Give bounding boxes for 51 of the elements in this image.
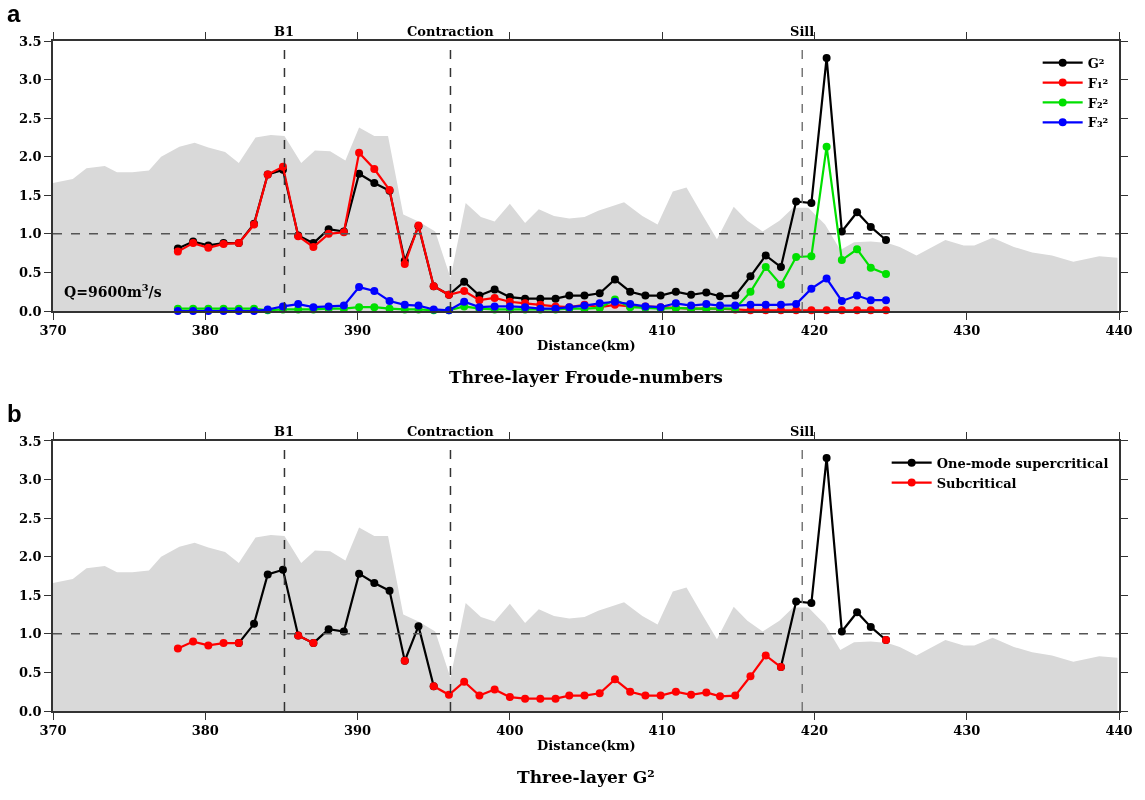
x-tick-label: 370: [39, 723, 67, 739]
ref-line-label: Contraction: [407, 24, 495, 39]
y-tick-label: 0.5: [19, 264, 42, 280]
legend-label: F₂²: [1087, 95, 1109, 111]
y-tick-label: 0.0: [19, 303, 42, 319]
x-axis-title: Distance(km): [537, 338, 636, 353]
ref-line-label: B1: [274, 24, 295, 39]
text: Three-layer Froude-numbers: [449, 367, 723, 387]
x-tick-label: 410: [648, 323, 676, 339]
x-tick-label: 440: [1105, 723, 1133, 739]
y-tick-label: 3.0: [19, 472, 42, 488]
x-tick-label: 390: [344, 323, 372, 339]
x-axis-title: Distance(km): [537, 738, 636, 753]
y-tick-label: 2.0: [19, 149, 42, 165]
y-tick-label: 3.0: [19, 72, 42, 88]
y-tick-label: 1.5: [19, 587, 42, 603]
annotation: Q=9600m$^{3}$/s: [64, 282, 162, 300]
y-tick-label: 2.5: [19, 510, 42, 526]
ref-line-label: Contraction: [407, 424, 495, 439]
x-tick-label: 430: [953, 723, 981, 739]
y-tick-label: 1.0: [19, 226, 42, 242]
legend-label: F₃²: [1087, 115, 1109, 131]
y-tick-label: 3.5: [19, 33, 42, 49]
x-tick-label: 430: [953, 323, 981, 339]
x-tick-label: 380: [191, 323, 219, 339]
x-tick-label: 440: [1105, 323, 1133, 339]
legend-label: G²: [1087, 55, 1105, 71]
ref-line-label: B1: [274, 424, 295, 439]
x-tick-label: 420: [800, 323, 828, 339]
text: Three-layer G²: [517, 767, 655, 787]
y-tick-label: 0.0: [19, 703, 42, 719]
text: a: [7, 0, 21, 27]
x-tick-label: 400: [496, 723, 524, 739]
x-tick-label: 420: [800, 723, 828, 739]
y-tick-label: 2.5: [19, 110, 42, 126]
legend-label: Subcritical: [936, 475, 1017, 491]
ref-line-label: Sill: [790, 24, 815, 39]
legend-label: One-mode supercritical: [936, 455, 1109, 471]
x-tick-label: 380: [191, 723, 219, 739]
x-tick-label: 390: [344, 723, 372, 739]
text: b: [7, 400, 22, 427]
y-tick-label: 3.5: [19, 433, 42, 449]
x-tick-label: 370: [39, 323, 67, 339]
y-tick-label: 2.0: [19, 549, 42, 565]
y-tick-label: 0.5: [19, 664, 42, 680]
x-tick-label: 410: [648, 723, 676, 739]
legend-label: F₁²: [1087, 75, 1109, 91]
y-tick-label: 1.5: [19, 187, 42, 203]
ref-line-label: Sill: [790, 424, 815, 439]
x-tick-label: 400: [496, 323, 524, 339]
y-tick-label: 1.0: [19, 626, 42, 642]
